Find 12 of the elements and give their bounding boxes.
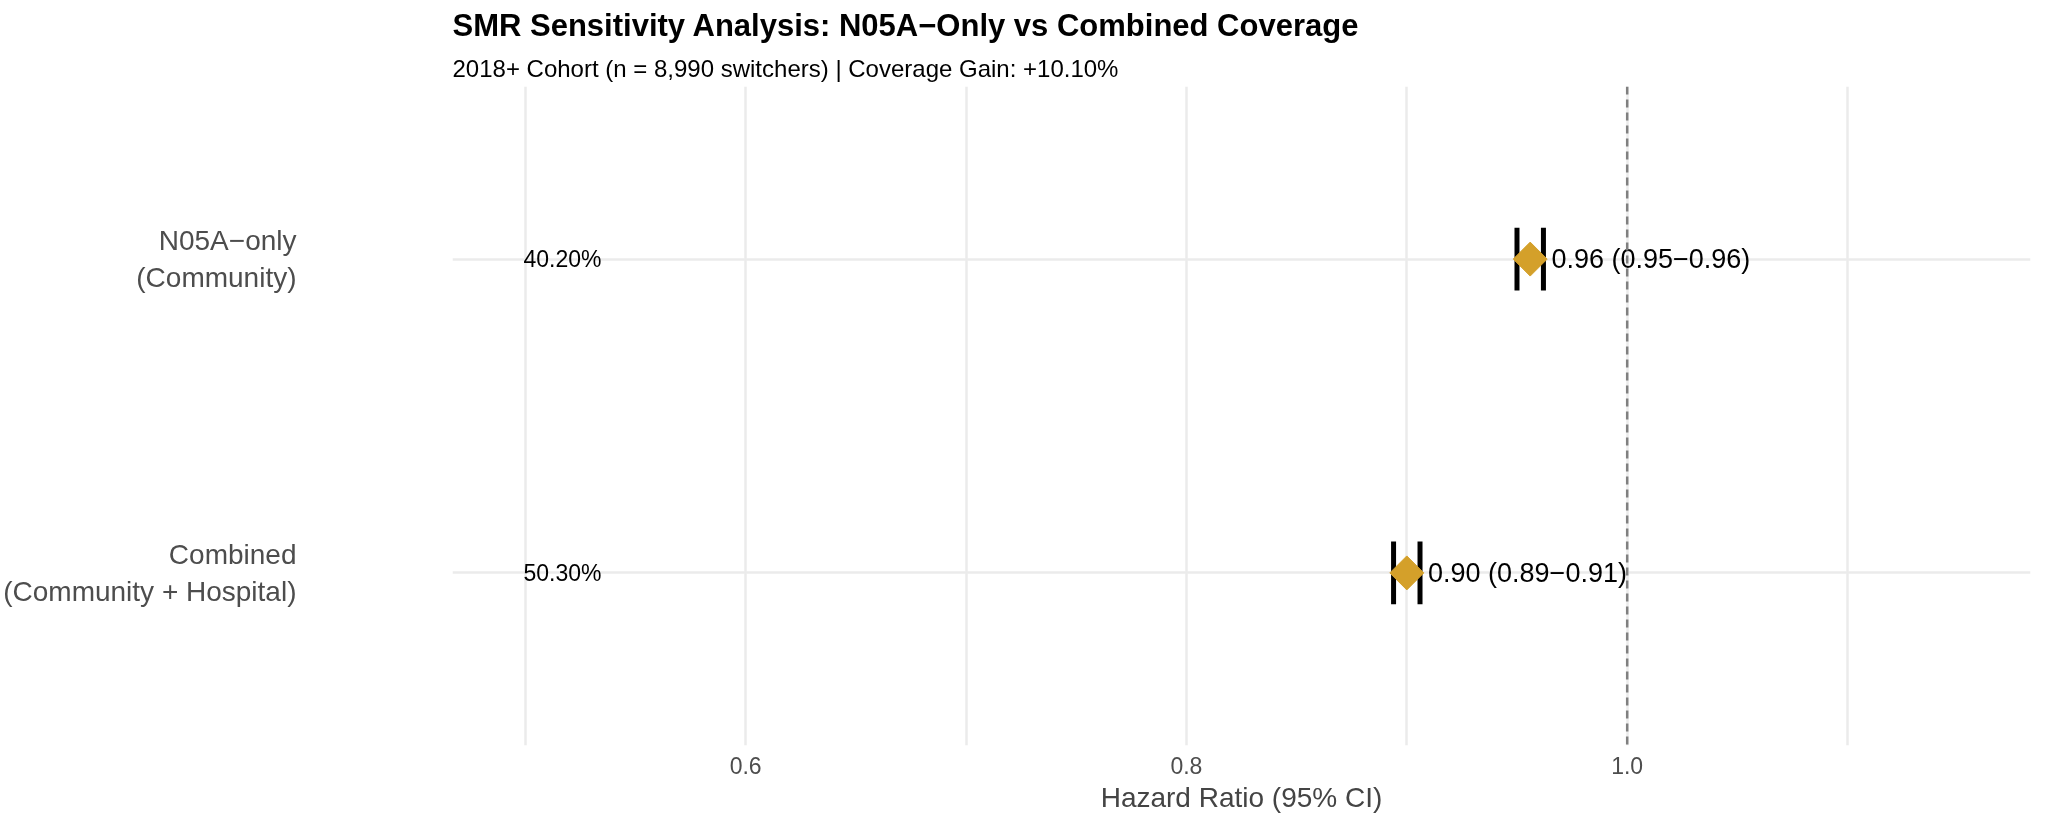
chart-title: SMR Sensitivity Analysis: N05A−Only vs Combined Coverage xyxy=(452,7,1359,43)
x-tick-label: 0.8 xyxy=(1170,752,1203,779)
data-label: 0.90 (0.89−0.91) xyxy=(1428,557,1627,588)
y-tick-label: Combined (Community + Hospital) xyxy=(3,538,297,607)
annotation: 40.20% xyxy=(523,246,602,273)
chart-subtitle: 2018+ Cohort (n = 8,990 switchers) | Coverage Gain: +10.10% xyxy=(452,54,1119,82)
data-label: 0.96 (0.95−0.96) xyxy=(1551,244,1751,275)
y-tick-label: N05A−only (Community) xyxy=(136,225,297,294)
x-tick-label: 1.0 xyxy=(1611,752,1644,779)
x-tick-label: 0.6 xyxy=(729,752,762,779)
annotation: 50.30% xyxy=(523,559,602,586)
x-axis-title: Hazard Ratio (95% CI) xyxy=(1100,781,1383,813)
